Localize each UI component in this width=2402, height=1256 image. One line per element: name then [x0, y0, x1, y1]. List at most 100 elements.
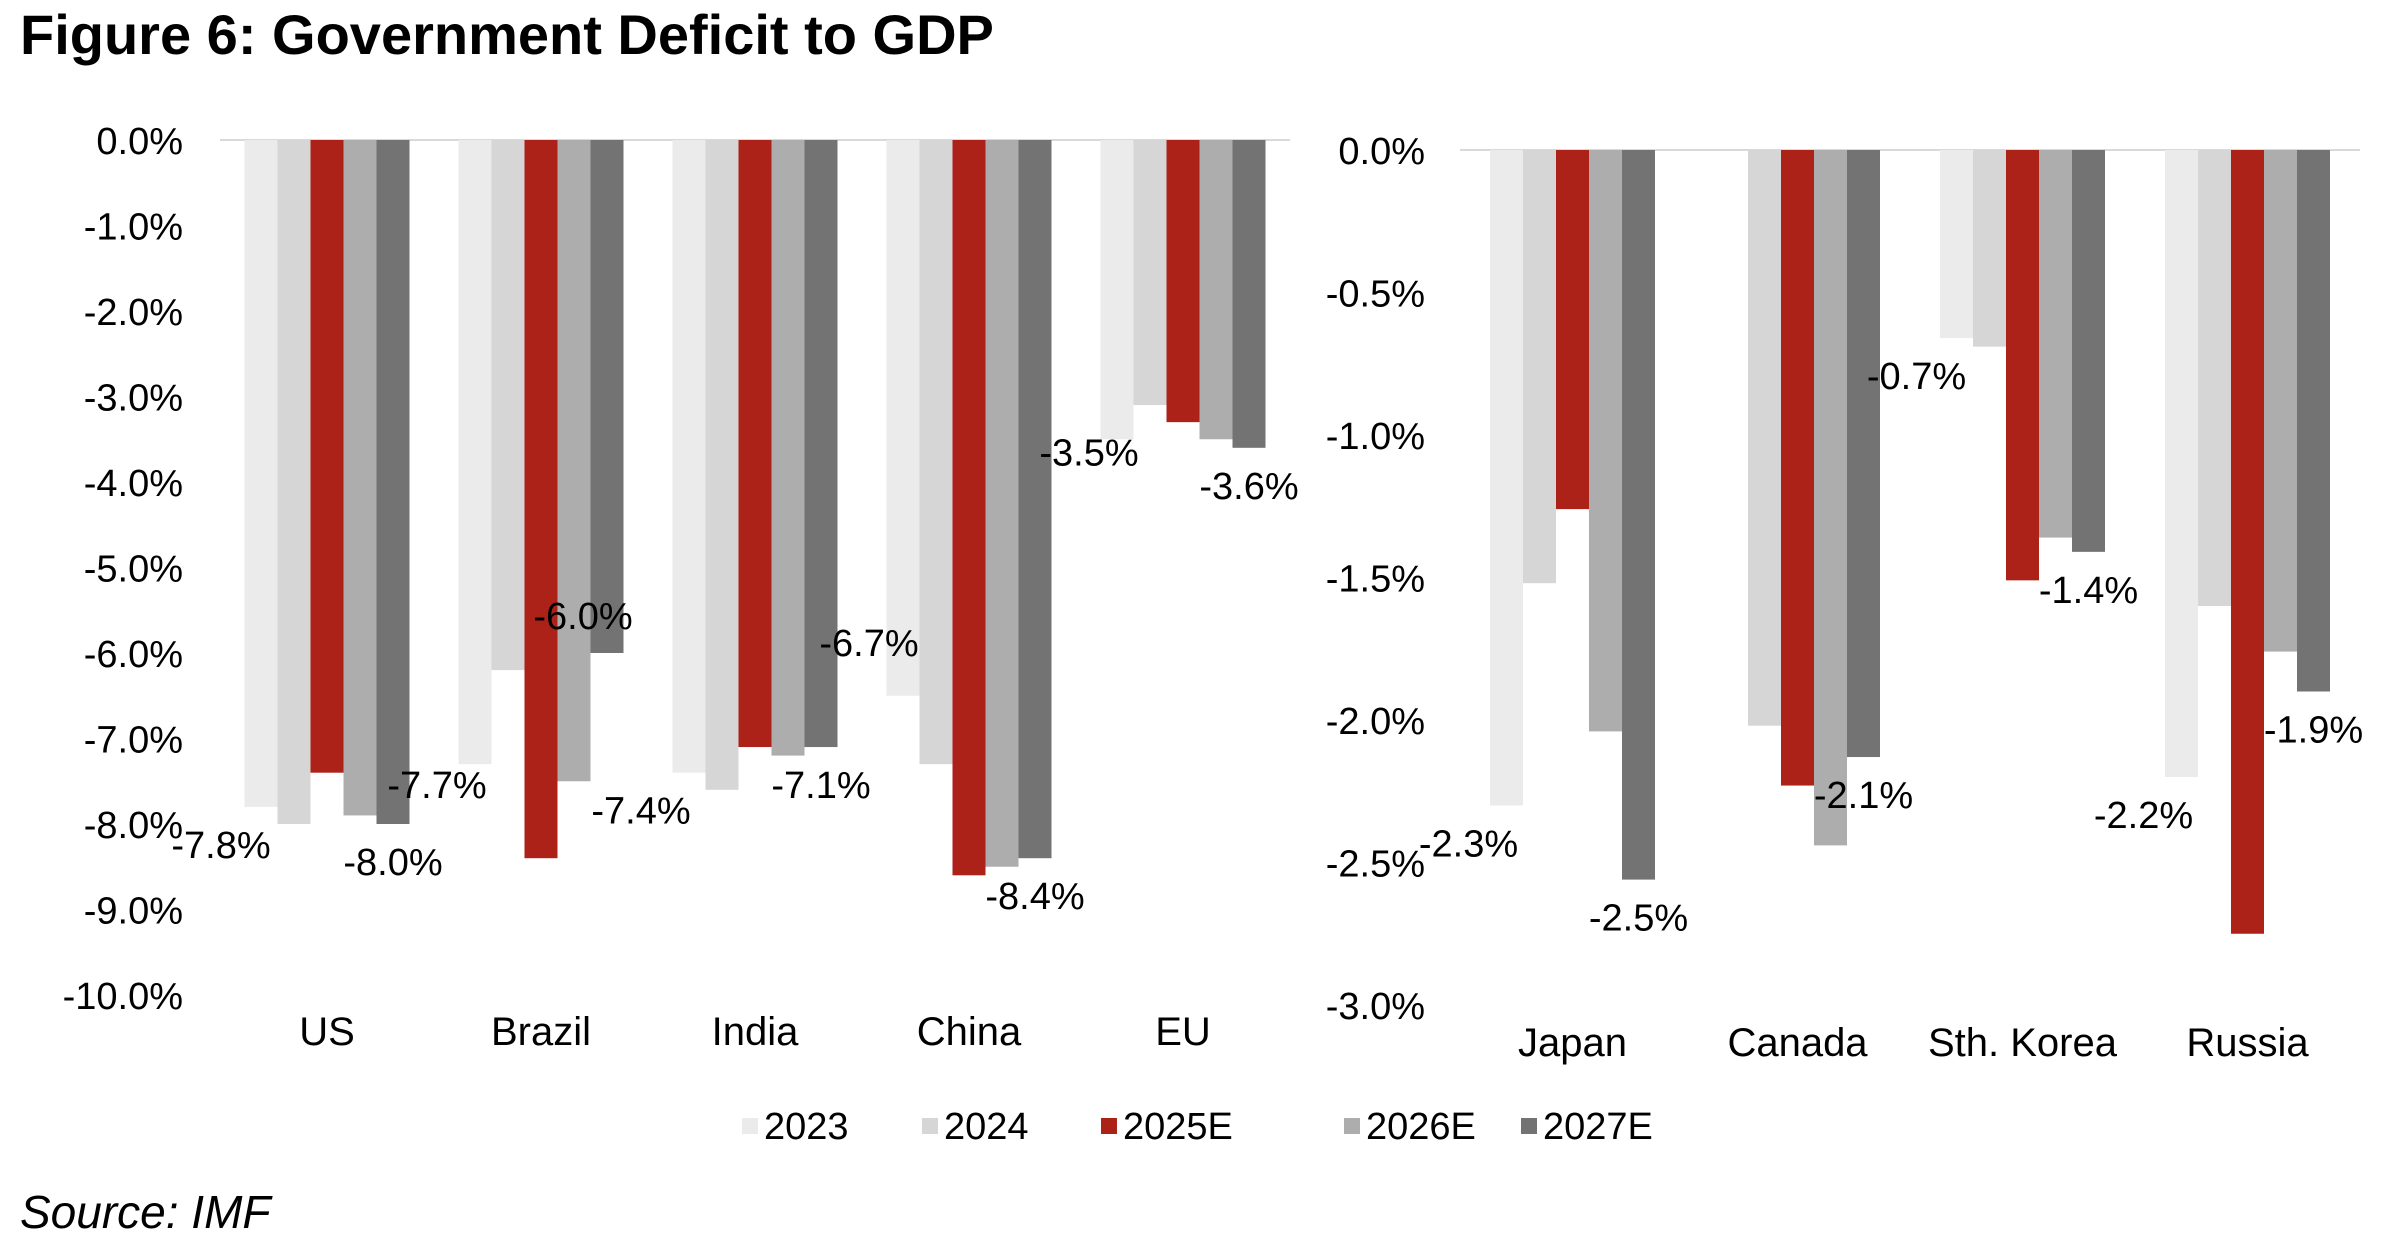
- left-bar-2025e: [1166, 140, 1200, 423]
- left-y-tick-label: 0.0%: [96, 121, 183, 163]
- legend: 2023 2024 2025E 2026E 2027E: [742, 1106, 1653, 1148]
- left-data-label: -8.4%: [985, 876, 1084, 918]
- left-bar-2024: [1133, 140, 1167, 406]
- right-data-label: -1.4%: [2039, 570, 2138, 612]
- right-bar-2026e: [2039, 150, 2072, 538]
- left-bar-2026e: [343, 140, 377, 816]
- left-bar-2025e: [524, 140, 558, 859]
- left-bar-2026e: [1199, 140, 1233, 440]
- left-y-tick-label: -8.0%: [84, 805, 183, 847]
- right-bar-2027e: [2297, 150, 2330, 692]
- right-bar-2024: [2198, 150, 2231, 606]
- right-bar-2027e: [1847, 150, 1880, 758]
- left-category-label: Brazil: [491, 1010, 591, 1054]
- left-category-label: India: [712, 1010, 799, 1054]
- left-bar-2027e: [1018, 140, 1052, 859]
- left-y-tick-label: -6.0%: [84, 634, 183, 676]
- right-y-tick-label: -2.0%: [1326, 701, 1425, 743]
- left-bar-2027e: [376, 140, 410, 824]
- left-bar-2023: [886, 140, 920, 696]
- right-y-tick-label: -2.5%: [1326, 844, 1425, 886]
- left-bar-2027e: [804, 140, 838, 748]
- left-bar-2027e: [590, 140, 624, 653]
- right-category-label: Japan: [1518, 1021, 1627, 1065]
- right-y-tick-label: -0.5%: [1326, 274, 1425, 316]
- legend-swatch-2026e: [1344, 1118, 1360, 1134]
- right-data-label: -2.1%: [1814, 775, 1913, 817]
- right-bar-2025e: [2231, 150, 2264, 934]
- left-y-tick-label: -9.0%: [84, 891, 183, 933]
- right-bar-2026e: [1589, 150, 1622, 732]
- right-data-label: -2.3%: [1419, 824, 1518, 866]
- right-bar-2027e: [2072, 150, 2105, 552]
- right-category-label: Sth. Korea: [1928, 1021, 2118, 1065]
- right-category-label: Russia: [2186, 1021, 2309, 1065]
- left-bar-2023: [1100, 140, 1134, 440]
- left-y-tick-label: -3.0%: [84, 378, 183, 420]
- left-y-tick-label: -2.0%: [84, 292, 183, 334]
- legend-swatch-2024: [922, 1118, 938, 1134]
- right-bar-2027e: [1622, 150, 1655, 880]
- left-bar-2023: [672, 140, 706, 773]
- right-bar-2026e: [2264, 150, 2297, 652]
- left-category-label: EU: [1155, 1010, 1211, 1054]
- right-bar-2023: [1490, 150, 1523, 806]
- left-data-label: -6.0%: [533, 596, 632, 638]
- left-data-label: -6.7%: [819, 623, 918, 665]
- legend-label-2025e: 2025E: [1123, 1106, 1233, 1148]
- left-bar-2025e: [738, 140, 772, 748]
- right-bar-2025e: [1781, 150, 1814, 786]
- left-data-label: -7.8%: [171, 825, 270, 867]
- left-bar-2025e: [952, 140, 986, 876]
- left-bar-2026e: [557, 140, 591, 782]
- legend-swatch-2027e: [1521, 1118, 1537, 1134]
- left-bar-2024: [705, 140, 739, 790]
- left-bar-2026e: [771, 140, 805, 756]
- legend-label-2023: 2023: [764, 1106, 849, 1148]
- left-data-label: -3.5%: [1039, 432, 1138, 474]
- left-bar-2027e: [1232, 140, 1266, 448]
- legend-label-2026e: 2026E: [1366, 1106, 1476, 1148]
- left-data-label: -3.6%: [1199, 466, 1298, 508]
- left-bar-2024: [491, 140, 525, 671]
- right-bar-2023: [2165, 150, 2198, 777]
- right-data-label: -0.7%: [1867, 356, 1966, 398]
- left-category-label: China: [917, 1010, 1022, 1054]
- left-y-tick-label: -4.0%: [84, 463, 183, 505]
- left-data-label: -8.0%: [343, 842, 442, 884]
- right-y-tick-label: -1.0%: [1326, 416, 1425, 458]
- right-bar-2024: [1523, 150, 1556, 584]
- right-category-label: Canada: [1727, 1021, 1868, 1065]
- left-y-tick-label: -7.0%: [84, 720, 183, 762]
- legend-label-2027e: 2027E: [1543, 1106, 1653, 1148]
- left-y-tick-label: -1.0%: [84, 207, 183, 249]
- left-bar-2024: [919, 140, 953, 765]
- legend-label-2024: 2024: [944, 1106, 1029, 1148]
- right-bar-2026e: [1814, 150, 1847, 846]
- right-y-tick-label: 0.0%: [1338, 131, 1425, 173]
- right-bar-2024: [1973, 150, 2006, 347]
- left-y-tick-label: -10.0%: [63, 976, 183, 1018]
- right-bar-2023: [1940, 150, 1973, 339]
- right-data-label: -2.5%: [1589, 898, 1688, 940]
- left-bar-2025e: [310, 140, 344, 773]
- right-y-tick-label: -1.5%: [1326, 559, 1425, 601]
- left-category-label: US: [299, 1010, 355, 1054]
- source-note: Source: IMF: [20, 1186, 271, 1238]
- left-bar-2024: [277, 140, 311, 824]
- figure-title: Figure 6: Government Deficit to GDP: [20, 3, 994, 66]
- left-bar-2026e: [985, 140, 1019, 867]
- left-bar-2023: [458, 140, 492, 765]
- right-data-label: -1.9%: [2264, 710, 2363, 752]
- right-bar-2024: [1748, 150, 1781, 726]
- legend-swatch-2025e: [1101, 1118, 1117, 1134]
- right-data-label: -2.2%: [2094, 795, 2193, 837]
- left-bar-2023: [244, 140, 278, 807]
- left-data-label: -7.1%: [771, 765, 870, 807]
- right-bar-2025e: [2006, 150, 2039, 581]
- right-bar-chart: 0.0% -0.5% -1.0% -1.5% -2.0% -2.5% -3.0% Japan C…: [1326, 131, 2363, 1065]
- right-bar-2025e: [1556, 150, 1589, 510]
- left-data-label: -7.7%: [387, 765, 486, 807]
- legend-swatch-2023: [742, 1118, 758, 1134]
